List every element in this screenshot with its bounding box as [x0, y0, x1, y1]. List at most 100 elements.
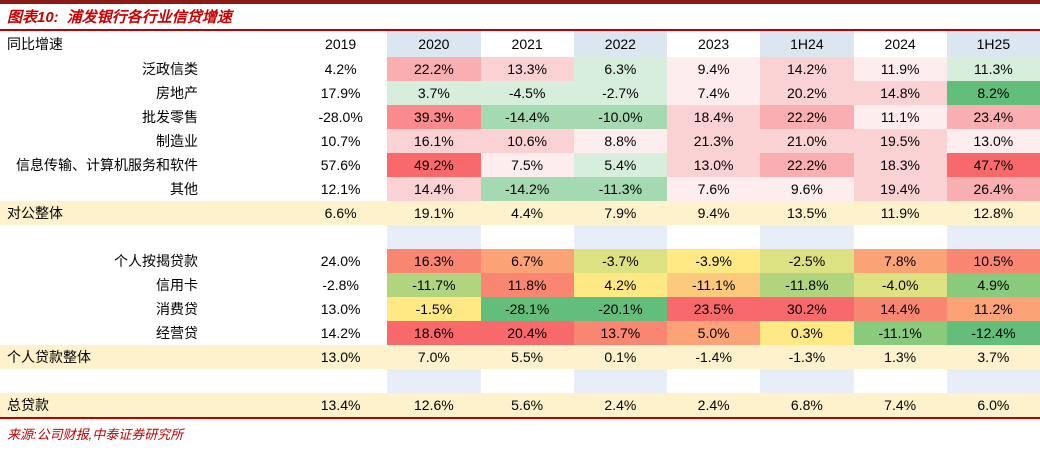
- value-cell: 20.2%: [760, 81, 854, 105]
- value-cell: -28.1%: [480, 297, 574, 321]
- value-cell: 21.0%: [760, 129, 854, 153]
- value-cell: 13.5%: [760, 201, 854, 225]
- row-label: 制造业: [156, 133, 198, 149]
- row-label: 个人贷款整体: [0, 345, 294, 369]
- row-label: 泛政信类: [142, 61, 198, 77]
- column-header: 2021: [511, 36, 543, 52]
- exhibit-title-prefix: 图表10:: [7, 9, 59, 26]
- value-cell: 13.4%: [294, 393, 388, 417]
- row-label: 总贷款: [0, 393, 294, 417]
- value-cell: 57.6%: [294, 153, 388, 177]
- value-cell: 19.5%: [853, 129, 947, 153]
- value-cell: 11.1%: [853, 105, 947, 129]
- value-cell: 24.0%: [294, 249, 388, 273]
- value-cell: [387, 225, 481, 249]
- value-cell: 5.6%: [480, 393, 574, 417]
- value-cell: -4.5%: [480, 81, 574, 105]
- value-cell: 6.6%: [294, 201, 388, 225]
- value-cell: 7.0%: [387, 345, 481, 369]
- value-cell: 9.4%: [667, 201, 761, 225]
- table-row: 总贷款 13.4% 12.6% 5.6% 2.4% 2.4% 6.8% 7.4% 6.0%: [0, 393, 1040, 417]
- spacer-row: [0, 225, 1040, 249]
- value-cell: 12.6%: [387, 393, 481, 417]
- column-header: 2020: [387, 31, 481, 57]
- value-cell: [854, 369, 947, 393]
- value-cell: [481, 369, 574, 393]
- row-label: 经营贷: [156, 325, 198, 341]
- value-cell: 13.0%: [294, 297, 388, 321]
- value-cell: -11.8%: [760, 273, 854, 297]
- value-cell: 13.3%: [480, 57, 574, 81]
- value-cell: 4.2%: [573, 273, 667, 297]
- value-cell: 2.4%: [667, 393, 761, 417]
- value-cell: 18.4%: [667, 105, 761, 129]
- value-cell: -11.3%: [573, 177, 667, 201]
- value-cell: 0.3%: [760, 321, 854, 345]
- value-cell: 7.6%: [667, 177, 761, 201]
- value-cell: 19.1%: [387, 201, 481, 225]
- table-row: 房地产 17.9% 3.7% -4.5% -2.7% 7.4% 20.2% 14.8% 8.2%: [0, 81, 1040, 105]
- value-cell: 47.7%: [946, 153, 1040, 177]
- value-cell: 12.1%: [294, 177, 388, 201]
- value-cell: 3.7%: [946, 345, 1040, 369]
- table-row: 个人贷款整体 13.0% 7.0% 5.5% 0.1% -1.4% -1.3% 1.3% 3.7…: [0, 345, 1040, 369]
- value-cell: 26.4%: [946, 177, 1040, 201]
- column-header: 2019: [325, 36, 357, 52]
- value-cell: 13.0%: [667, 153, 761, 177]
- row-label: 房地产: [156, 85, 198, 101]
- value-cell: -11.1%: [667, 273, 761, 297]
- value-cell: -4.0%: [853, 273, 947, 297]
- value-cell: [294, 369, 387, 393]
- column-header: 2022: [573, 31, 667, 57]
- row-label: 信用卡: [156, 277, 198, 293]
- exhibit-title: 图表10: 浦发银行各行业信贷增速: [0, 4, 1040, 31]
- value-cell: 23.4%: [946, 105, 1040, 129]
- value-cell: -14.2%: [480, 177, 574, 201]
- table-row: 经营贷 14.2% 18.6% 20.4% 13.7% 5.0% 0.3% -11.1% -12…: [0, 321, 1040, 345]
- value-cell: 14.2%: [294, 321, 388, 345]
- value-cell: -2.5%: [760, 249, 854, 273]
- spacer-row: [0, 369, 1040, 393]
- table-row: 消费贷 13.0% -1.5% -28.1% -20.1% 23.5% 30.2% 14.4%…: [0, 297, 1040, 321]
- value-cell: [667, 369, 760, 393]
- value-cell: 8.2%: [946, 81, 1040, 105]
- value-cell: 14.4%: [853, 297, 947, 321]
- row-label: [0, 369, 294, 393]
- value-cell: -3.9%: [667, 249, 761, 273]
- value-cell: 13.0%: [294, 345, 388, 369]
- top-accent-bar: [0, 0, 1040, 4]
- value-cell: [946, 369, 1040, 393]
- value-cell: -14.4%: [480, 105, 574, 129]
- value-cell: 17.9%: [294, 81, 388, 105]
- value-cell: 21.3%: [667, 129, 761, 153]
- row-label: 其他: [170, 181, 198, 197]
- value-cell: 7.5%: [480, 153, 574, 177]
- value-cell: -2.7%: [573, 81, 667, 105]
- source-note: 来源:公司财报,中泰证券研究所: [0, 417, 1040, 443]
- value-cell: -10.0%: [573, 105, 667, 129]
- value-cell: 10.7%: [294, 129, 388, 153]
- value-cell: 6.3%: [573, 57, 667, 81]
- value-cell: 13.7%: [573, 321, 667, 345]
- value-cell: 14.4%: [387, 177, 481, 201]
- value-cell: 22.2%: [760, 153, 854, 177]
- value-cell: 7.4%: [667, 81, 761, 105]
- value-cell: 30.2%: [760, 297, 854, 321]
- value-cell: 2.4%: [573, 393, 667, 417]
- value-cell: -1.5%: [387, 297, 481, 321]
- value-cell: 11.9%: [853, 201, 947, 225]
- value-cell: [387, 369, 481, 393]
- value-cell: 5.0%: [667, 321, 761, 345]
- value-cell: 6.8%: [760, 393, 854, 417]
- value-cell: 5.5%: [480, 345, 574, 369]
- column-header: 1H25: [946, 31, 1040, 57]
- value-cell: 6.7%: [480, 249, 574, 273]
- value-cell: [573, 225, 667, 249]
- value-cell: [667, 225, 760, 249]
- column-header: 1H24: [760, 31, 854, 57]
- value-cell: -1.4%: [667, 345, 761, 369]
- value-cell: -20.1%: [573, 297, 667, 321]
- value-cell: 10.5%: [946, 249, 1040, 273]
- value-cell: 11.9%: [853, 57, 947, 81]
- value-cell: 9.4%: [667, 57, 761, 81]
